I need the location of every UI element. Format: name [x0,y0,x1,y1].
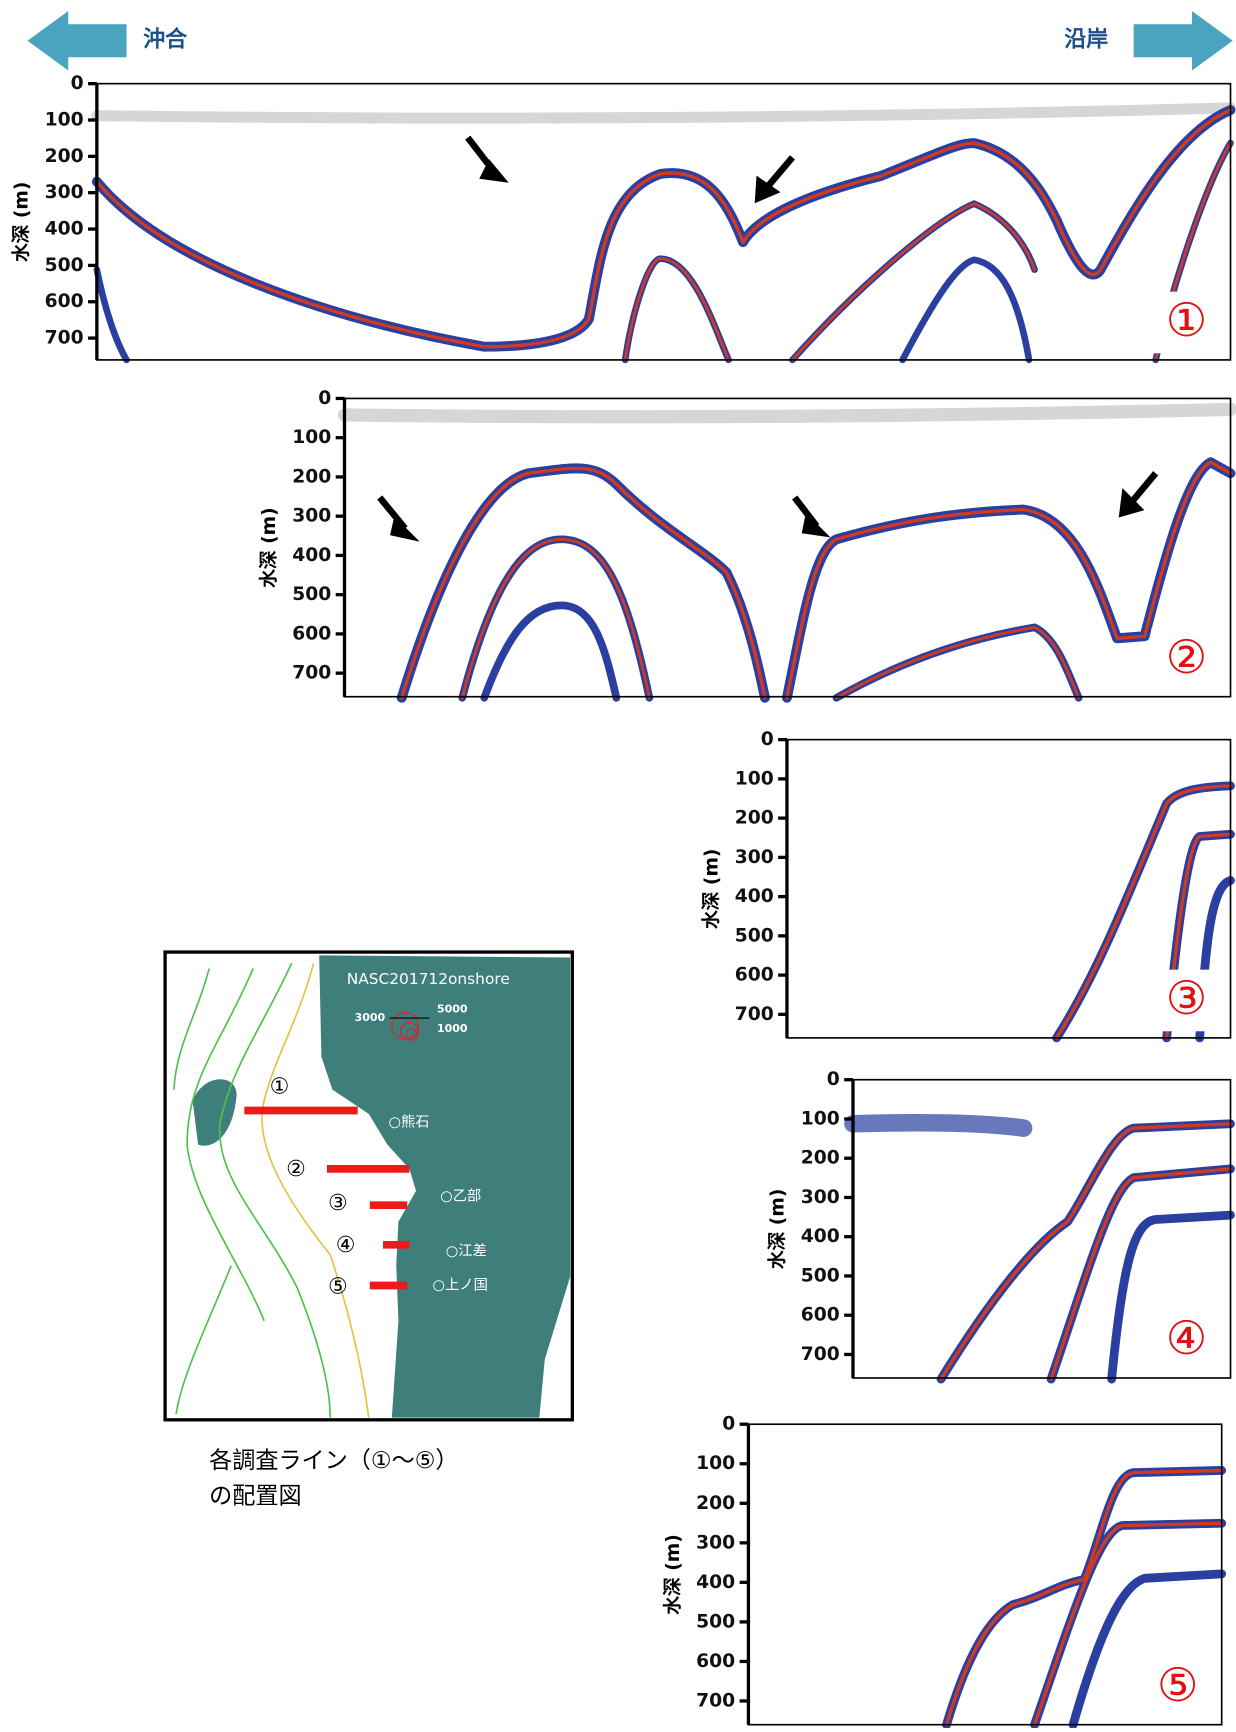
echogram-2 [344,409,1230,697]
line-label: ④ [336,1233,356,1258]
offshore-arrow [28,11,127,70]
y-tick-label: 200 [696,1493,735,1514]
y-tick-label: 200 [801,1148,840,1169]
map-legend: 1000 [437,1022,468,1035]
y-tick-label: 400 [696,1572,735,1593]
y-axis-label: 水深 (m) [767,1189,789,1270]
y-tick-label: 200 [735,808,774,829]
panel-label: ② [1166,630,1207,684]
y-tick-label: 300 [292,506,331,527]
line-label: ③ [328,1191,348,1216]
place-label: ○熊石 [389,1114,430,1131]
y-tick-label: 100 [735,768,774,789]
y-tick-label: 600 [45,291,84,312]
y-tick-label: 100 [696,1453,735,1474]
y-tick-label: 500 [45,255,84,276]
y-tick-label: 300 [735,847,774,868]
line-label: ① [270,1074,290,1099]
y-tick-label: 700 [45,328,84,349]
y-tick-label: 200 [292,466,331,487]
y-tick-label: 500 [292,584,331,605]
map-legend: 5000 [437,1002,468,1015]
y-tick-label: 600 [292,623,331,644]
figure: 沖合 沿岸 [0,0,1236,1728]
y-axis-label: 水深 (m) [662,1534,684,1615]
y-tick-label: 700 [292,663,331,684]
panel-label: ③ [1166,971,1207,1025]
y-tick-label: 400 [735,886,774,907]
y-tick-label: 100 [45,110,84,131]
map-legend: 3000 [355,1011,386,1024]
place-label: ○上ノ国 [433,1277,488,1294]
line-label: ② [286,1157,306,1182]
y-tick-label: 600 [696,1651,735,1672]
y-tick-label: 0 [71,73,84,94]
y-axis-label: 水深 (m) [258,507,280,588]
offshore-label: 沖合 [143,27,188,53]
y-tick-label: 100 [801,1108,840,1129]
y-axis-label: 水深 (m) [701,849,723,930]
onshore-label: 沿岸 [1064,28,1108,53]
caption: の配置図 [209,1483,301,1509]
panel-label: ⑤ [1157,1658,1198,1712]
y-tick-label: 500 [735,925,774,946]
onshore-arrow [1134,11,1233,70]
caption: 各調査ライン（①～⑤） [209,1448,458,1474]
panel-label: ① [1166,293,1207,347]
panel-label: ④ [1166,1311,1207,1365]
y-tick-label: 0 [761,729,774,750]
place-label: ○江差 [446,1242,487,1259]
place-label: ○乙部 [440,1187,481,1204]
map-title: NASC201712onshore [347,970,510,988]
y-tick-label: 400 [45,219,84,240]
y-axis-label: 水深 (m) [11,182,33,263]
y-tick-label: 0 [827,1069,840,1090]
y-tick-label: 700 [801,1344,840,1365]
y-tick-label: 0 [318,388,331,409]
y-tick-label: 300 [696,1532,735,1553]
y-tick-label: 600 [735,965,774,986]
y-tick-label: 100 [292,427,331,448]
y-tick-label: 400 [801,1226,840,1247]
y-tick-label: 200 [45,146,84,167]
y-tick-label: 700 [696,1690,735,1711]
y-tick-label: 500 [696,1611,735,1632]
y-tick-label: 400 [292,545,331,566]
y-tick-label: 500 [801,1265,840,1286]
y-tick-label: 600 [801,1305,840,1326]
line-label: ⑤ [328,1275,348,1300]
y-tick-label: 700 [735,1004,774,1025]
y-tick-label: 0 [722,1414,735,1435]
echogram-1 [97,108,1231,360]
y-tick-label: 300 [45,182,84,203]
y-tick-label: 300 [801,1187,840,1208]
